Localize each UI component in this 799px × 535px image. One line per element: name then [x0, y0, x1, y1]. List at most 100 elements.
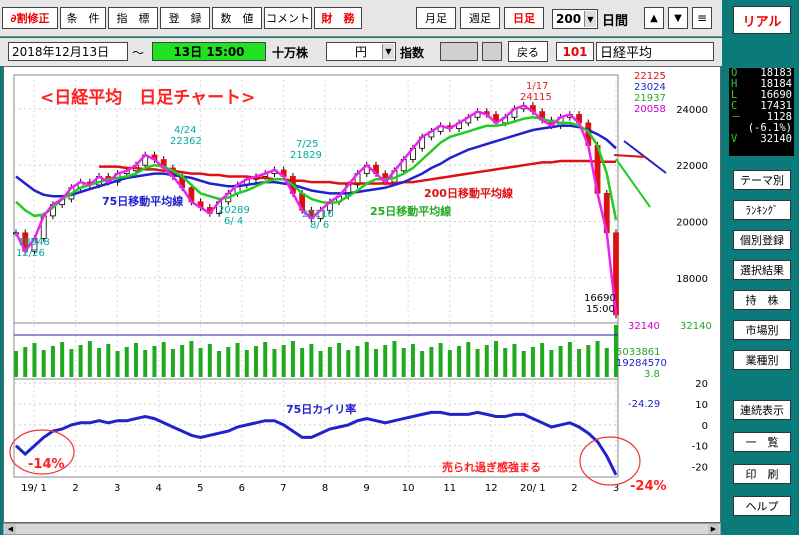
volume-bar [254, 346, 258, 377]
volume-bar [530, 347, 535, 377]
name-field[interactable]: 日経平均 [596, 42, 714, 61]
scroll-right-icon[interactable]: ▶ [708, 524, 719, 534]
daily-button[interactable]: 日足 [504, 7, 544, 29]
volume-bar [327, 347, 332, 377]
help-button[interactable]: ヘルプ [733, 496, 791, 516]
volume-bar [604, 348, 609, 377]
indicators-button[interactable]: 指 標 [108, 7, 158, 29]
volume-value-2: 32140 [680, 321, 712, 332]
comment-button[interactable]: コメント [264, 7, 312, 29]
volume-bar [521, 351, 526, 377]
selection-result-button[interactable]: 選択結果 [733, 260, 791, 280]
index-field-2[interactable] [482, 42, 502, 61]
realtime-button[interactable]: リアル [733, 6, 791, 34]
price-tick-label: 22000 [676, 161, 708, 172]
register-button[interactable]: 登 録 [160, 7, 210, 29]
theme-button[interactable]: テーマ別 [733, 170, 791, 190]
kairi-tick-label: 10 [695, 400, 708, 411]
quote-row: V 32140 [729, 134, 794, 145]
volume-bar [189, 341, 194, 377]
ma5-line [14, 104, 618, 315]
volume-bar [263, 342, 268, 377]
volume-bar [97, 348, 102, 377]
volume-bar [466, 342, 471, 377]
main-toolbar: ∂割修正 条 件 指 標 登 録 数 値 コメント 財 務 月足 週足 日足 2… [0, 0, 722, 37]
kairi-tick-label: 20 [695, 379, 708, 390]
forecast-line-25 [615, 158, 651, 208]
pct-right-label: -24% [630, 479, 667, 494]
x-tick-label: 5 [197, 483, 203, 494]
currency-select[interactable]: 円 ▼ [326, 42, 396, 61]
market-button[interactable]: 市場別 [733, 320, 791, 340]
volume-bar [586, 345, 591, 377]
low1-date: 12/26 [16, 248, 45, 259]
volume-bar [392, 341, 397, 377]
back-button[interactable]: 戻る [508, 41, 548, 62]
values-button[interactable]: 数 値 [212, 7, 262, 29]
continuous-display-button[interactable]: 連続表示 [733, 400, 791, 420]
volume-bar [383, 345, 388, 377]
chevron-down-icon[interactable]: ▼ [584, 11, 596, 27]
days-select[interactable]: 200 ▼ [552, 9, 598, 29]
low1-value: 18948 [18, 237, 50, 248]
x-tick-label: 20/ 1 [520, 483, 546, 494]
horizontal-scrollbar[interactable]: ◀ ▶ [3, 523, 721, 535]
candle-body [613, 232, 619, 316]
sector-button[interactable]: 業種別 [733, 350, 791, 370]
quote-key: L [731, 89, 738, 101]
volume-bar [549, 350, 554, 377]
ma25-line [15, 116, 618, 221]
adjust-button[interactable]: ∂割修正 [2, 7, 58, 29]
print-button[interactable]: 印 刷 [733, 464, 791, 484]
financial-button[interactable]: 財 務 [314, 7, 362, 29]
kairi-line [14, 410, 618, 476]
x-tick-label: 12 [485, 483, 498, 494]
menu-icon[interactable]: ≡ [692, 7, 712, 29]
currency-value: 円 [354, 45, 367, 59]
quote-key: V [731, 133, 738, 145]
volume-bar [374, 349, 378, 377]
volume-bar [300, 348, 305, 377]
volume-bar [207, 344, 212, 377]
weekly-button[interactable]: 週足 [460, 7, 500, 29]
x-tick-label: 2 [72, 483, 78, 494]
scroll-left-icon[interactable]: ◀ [5, 524, 16, 534]
monthly-button[interactable]: 月足 [416, 7, 456, 29]
stock-chart[interactable]: 24000 22000 20000 18000 20 10 0 -10 -20 19/ 1 2 3 4 5… [4, 67, 722, 524]
quote-value: 1128 [766, 111, 792, 123]
ranking-button[interactable]: ﾗﾝｷﾝｸﾞ [733, 200, 791, 220]
x-tick-label: 4 [156, 483, 162, 494]
volume-bar [429, 347, 434, 377]
conditions-button[interactable]: 条 件 [60, 7, 106, 29]
price-tick-label: 24000 [676, 105, 708, 116]
date-toolbar: 2018年12月13日 ～ 13日 15:00 十万株 円 ▼ 指数 戻る 10… [0, 38, 722, 66]
quote-value: 18184 [760, 78, 792, 90]
list-button[interactable]: 一 覧 [733, 432, 791, 452]
quote-row: (-6.1%) [729, 123, 794, 134]
up-icon[interactable]: ▲ [644, 7, 664, 29]
volume-bar [78, 345, 83, 377]
code-field[interactable]: 101 [556, 42, 594, 61]
volume-value-4: 19284570 [616, 358, 667, 369]
volume-bar [577, 349, 582, 377]
volume-bar [484, 345, 489, 377]
date-field[interactable]: 2018年12月13日 [8, 42, 128, 61]
x-tick-label: 3 [613, 483, 619, 494]
time-field[interactable]: 13日 15:00 [152, 42, 266, 61]
quote-key: O [731, 67, 738, 79]
holdings-button[interactable]: 持 株 [733, 290, 791, 310]
x-tick-label: 11 [443, 483, 456, 494]
quote-value: 17431 [760, 100, 792, 112]
volume-bar [87, 341, 92, 377]
down-icon[interactable]: ▼ [668, 7, 688, 29]
volume-bar [244, 350, 249, 377]
volume-bar [457, 346, 462, 377]
volume-value-5: 3.8 [644, 369, 660, 380]
index-field-1[interactable] [440, 42, 478, 61]
oversold-circle-right [579, 436, 641, 486]
chevron-down-icon[interactable]: ▼ [382, 44, 394, 59]
volume-bar [410, 344, 415, 377]
volume-bar [355, 346, 360, 377]
high3-value: 24115 [520, 92, 552, 103]
individual-register-button[interactable]: 個別登録 [733, 230, 791, 250]
